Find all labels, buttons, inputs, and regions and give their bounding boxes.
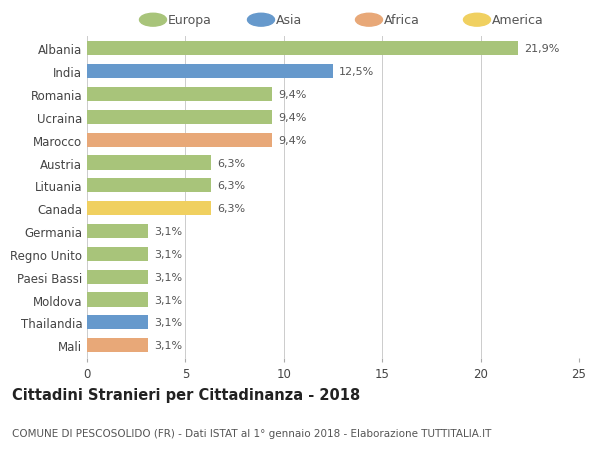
Text: 3,1%: 3,1% xyxy=(154,341,182,351)
Text: 3,1%: 3,1% xyxy=(154,318,182,328)
Text: 12,5%: 12,5% xyxy=(339,67,374,77)
Bar xyxy=(87,316,148,330)
Bar xyxy=(87,65,333,79)
Bar xyxy=(87,156,211,170)
Text: 9,4%: 9,4% xyxy=(278,112,306,123)
Bar xyxy=(87,133,272,147)
Text: Cittadini Stranieri per Cittadinanza - 2018: Cittadini Stranieri per Cittadinanza - 2… xyxy=(12,387,360,403)
Text: Europa: Europa xyxy=(168,14,212,27)
Bar xyxy=(87,224,148,239)
Text: 21,9%: 21,9% xyxy=(524,44,559,54)
Bar xyxy=(87,338,148,353)
Text: 3,1%: 3,1% xyxy=(154,295,182,305)
Text: Africa: Africa xyxy=(384,14,420,27)
Bar xyxy=(87,179,211,193)
Text: 6,3%: 6,3% xyxy=(217,181,245,191)
Bar xyxy=(87,247,148,262)
Text: 3,1%: 3,1% xyxy=(154,227,182,236)
Bar xyxy=(87,88,272,102)
Text: 3,1%: 3,1% xyxy=(154,249,182,259)
Text: COMUNE DI PESCOSOLIDO (FR) - Dati ISTAT al 1° gennaio 2018 - Elaborazione TUTTIT: COMUNE DI PESCOSOLIDO (FR) - Dati ISTAT … xyxy=(12,428,491,438)
Text: 9,4%: 9,4% xyxy=(278,90,306,100)
Bar xyxy=(87,293,148,307)
Text: 3,1%: 3,1% xyxy=(154,272,182,282)
Text: 6,3%: 6,3% xyxy=(217,158,245,168)
Text: 9,4%: 9,4% xyxy=(278,135,306,146)
Text: 6,3%: 6,3% xyxy=(217,204,245,214)
Bar xyxy=(87,202,211,216)
Text: Asia: Asia xyxy=(276,14,302,27)
Bar xyxy=(87,111,272,125)
Bar xyxy=(87,42,518,56)
Bar xyxy=(87,270,148,284)
Text: America: America xyxy=(492,14,544,27)
